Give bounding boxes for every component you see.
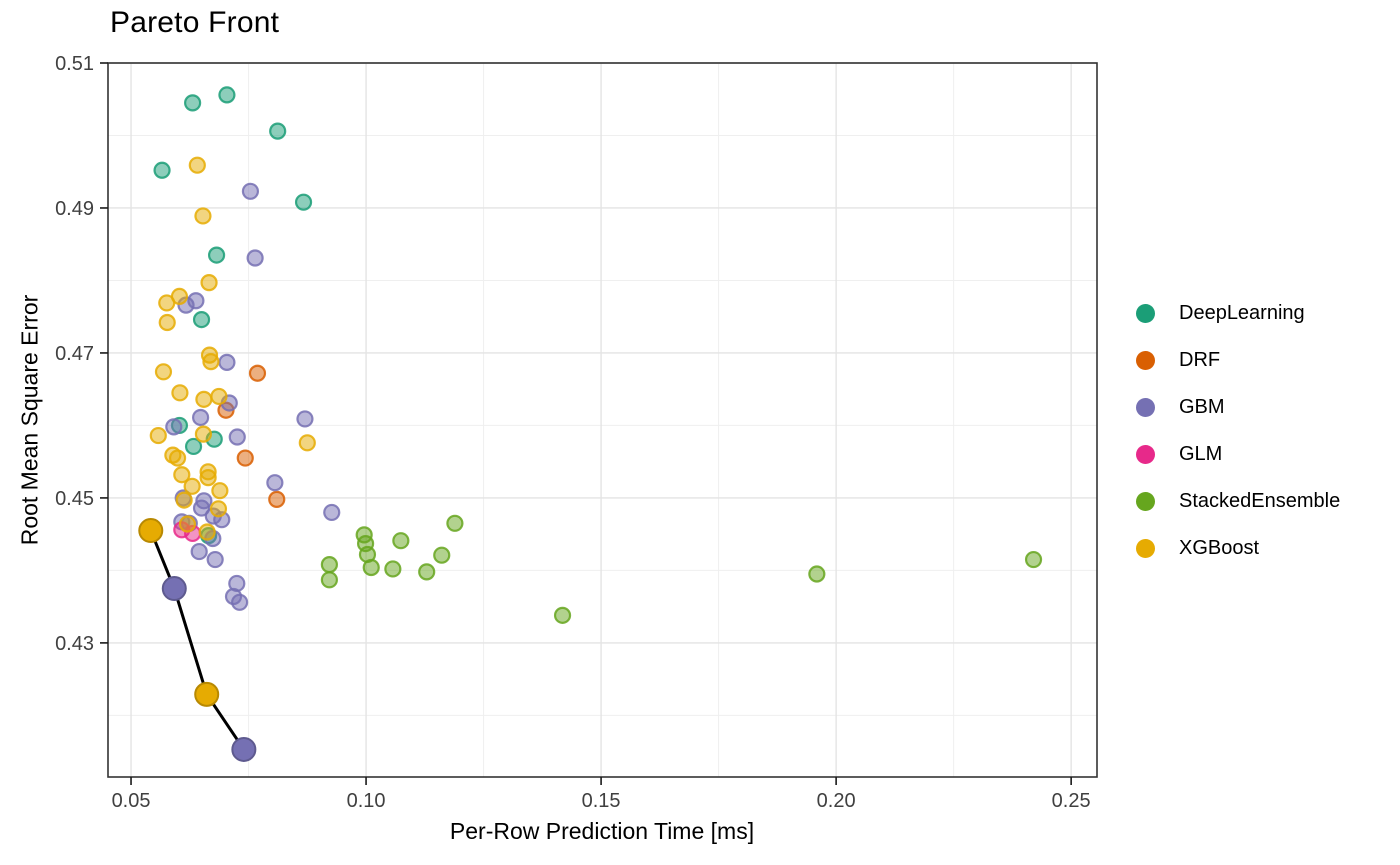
data-point-gbm bbox=[323, 503, 341, 522]
legend-label: DRF bbox=[1179, 349, 1221, 371]
data-point-gbm bbox=[246, 249, 264, 267]
legend-label: XGBoost bbox=[1179, 537, 1260, 559]
x-axis-title: Per-Row Prediction Time [ms] bbox=[449, 818, 755, 844]
data-point-gbm bbox=[231, 593, 249, 611]
y-tick-label: 0.47 bbox=[55, 343, 94, 365]
data-point-stackedensemble bbox=[392, 532, 410, 550]
data-point-deeplearning bbox=[184, 94, 202, 112]
data-point-xgboost bbox=[158, 294, 176, 312]
data-point-stackedensemble bbox=[1024, 550, 1043, 569]
legend-item-glm: GLM bbox=[1136, 431, 1340, 478]
data-point-xgboost bbox=[200, 274, 218, 292]
legend-label: StackedEnsemble bbox=[1179, 490, 1341, 512]
data-point-stackedensemble bbox=[808, 565, 826, 583]
x-tick-label: 0.25 bbox=[1052, 790, 1091, 812]
data-point-xgboost bbox=[194, 207, 212, 225]
data-point-xgboost bbox=[202, 353, 220, 371]
data-point-xgboost bbox=[198, 523, 216, 541]
data-point-xgboost bbox=[183, 477, 201, 495]
data-point-xgboost bbox=[175, 491, 193, 509]
data-point-stackedensemble bbox=[446, 514, 464, 532]
data-point-xgboost bbox=[188, 156, 206, 174]
x-tick-label: 0.05 bbox=[112, 790, 151, 812]
data-point-deeplearning bbox=[153, 161, 171, 179]
data-point-deeplearning bbox=[184, 437, 203, 456]
data-point-drf bbox=[268, 490, 286, 508]
data-point-stackedensemble bbox=[418, 563, 436, 581]
data-point-gbm bbox=[266, 474, 284, 492]
data-point-xgboost bbox=[298, 434, 316, 452]
data-point-drf bbox=[248, 364, 267, 382]
data-point-gbm bbox=[218, 353, 236, 371]
data-point-gbm bbox=[192, 408, 210, 427]
legend-swatch-icon bbox=[1136, 304, 1155, 323]
data-point-stackedensemble bbox=[320, 556, 338, 574]
data-point-gbm bbox=[241, 182, 260, 200]
legend-label: GBM bbox=[1179, 396, 1225, 418]
data-point-stackedensemble bbox=[384, 560, 402, 578]
legend-swatch-icon bbox=[1136, 445, 1155, 464]
data-point-xgboost bbox=[211, 482, 229, 500]
legend-swatch-icon bbox=[1136, 351, 1155, 370]
y-tick-label: 0.51 bbox=[55, 53, 94, 75]
data-point-stackedensemble bbox=[320, 571, 338, 589]
x-tick-label: 0.10 bbox=[347, 790, 386, 812]
legend-swatch-icon bbox=[1136, 539, 1155, 558]
data-point-stackedensemble bbox=[553, 606, 572, 624]
legend-item-gbm: GBM bbox=[1136, 384, 1340, 431]
data-point-gbm bbox=[190, 542, 208, 561]
data-point-xgboost bbox=[178, 515, 197, 533]
legend-label: GLM bbox=[1179, 443, 1223, 465]
legend-swatch-icon bbox=[1136, 492, 1155, 511]
data-point-drf bbox=[236, 449, 254, 467]
pareto-point-gbm bbox=[161, 576, 187, 602]
legend: DeepLearning DRF GBM GLM StackedEnsemble XGBo… bbox=[1136, 290, 1340, 572]
legend-swatch-icon bbox=[1136, 398, 1155, 417]
data-point-deeplearning bbox=[269, 122, 287, 140]
data-point-stackedensemble bbox=[433, 546, 451, 564]
data-point-xgboost bbox=[171, 384, 189, 402]
chart-title: Pareto Front bbox=[110, 6, 280, 39]
y-tick-label: 0.45 bbox=[55, 488, 94, 510]
pareto-point-gbm bbox=[231, 736, 257, 762]
legend-label: DeepLearning bbox=[1179, 302, 1305, 324]
y-tick-label: 0.49 bbox=[55, 198, 94, 220]
data-point-xgboost bbox=[195, 390, 213, 408]
data-point-xgboost bbox=[168, 449, 187, 467]
legend-item-xgboost: XGBoost bbox=[1136, 525, 1340, 572]
pareto-front-line bbox=[149, 529, 246, 751]
data-point-deeplearning bbox=[294, 193, 313, 211]
data-point-xgboost bbox=[209, 500, 228, 518]
data-point-gbm bbox=[296, 410, 314, 428]
y-axis-title: Root Mean Square Error bbox=[16, 294, 43, 546]
data-point-xgboost bbox=[149, 426, 167, 445]
data-point-xgboost bbox=[194, 425, 213, 443]
data-point-gbm bbox=[228, 428, 246, 446]
y-tick-label: 0.43 bbox=[55, 633, 94, 655]
legend-item-stackedensemble: StackedEnsemble bbox=[1136, 478, 1340, 525]
panel-border bbox=[107, 62, 1098, 778]
legend-item-drf: DRF bbox=[1136, 337, 1340, 384]
legend-item-deeplearning: DeepLearning bbox=[1136, 290, 1340, 337]
data-point-xgboost bbox=[154, 363, 173, 381]
x-tick-label: 0.20 bbox=[817, 790, 856, 812]
data-point-deeplearning bbox=[207, 246, 226, 264]
data-point-xgboost bbox=[158, 313, 176, 332]
data-point-gbm bbox=[206, 550, 224, 569]
data-point-xgboost bbox=[199, 469, 217, 487]
data-point-xgboost bbox=[210, 387, 228, 406]
data-point-gbm bbox=[192, 499, 211, 517]
data-point-xgboost bbox=[173, 466, 191, 484]
x-tick-label: 0.15 bbox=[582, 790, 621, 812]
data-point-deeplearning bbox=[218, 86, 236, 104]
data-point-gbm bbox=[165, 418, 183, 436]
data-point-deeplearning bbox=[192, 311, 211, 329]
pareto-point-xgboost bbox=[194, 681, 220, 707]
data-point-stackedensemble bbox=[362, 558, 380, 577]
pareto-point-xgboost bbox=[138, 518, 164, 544]
